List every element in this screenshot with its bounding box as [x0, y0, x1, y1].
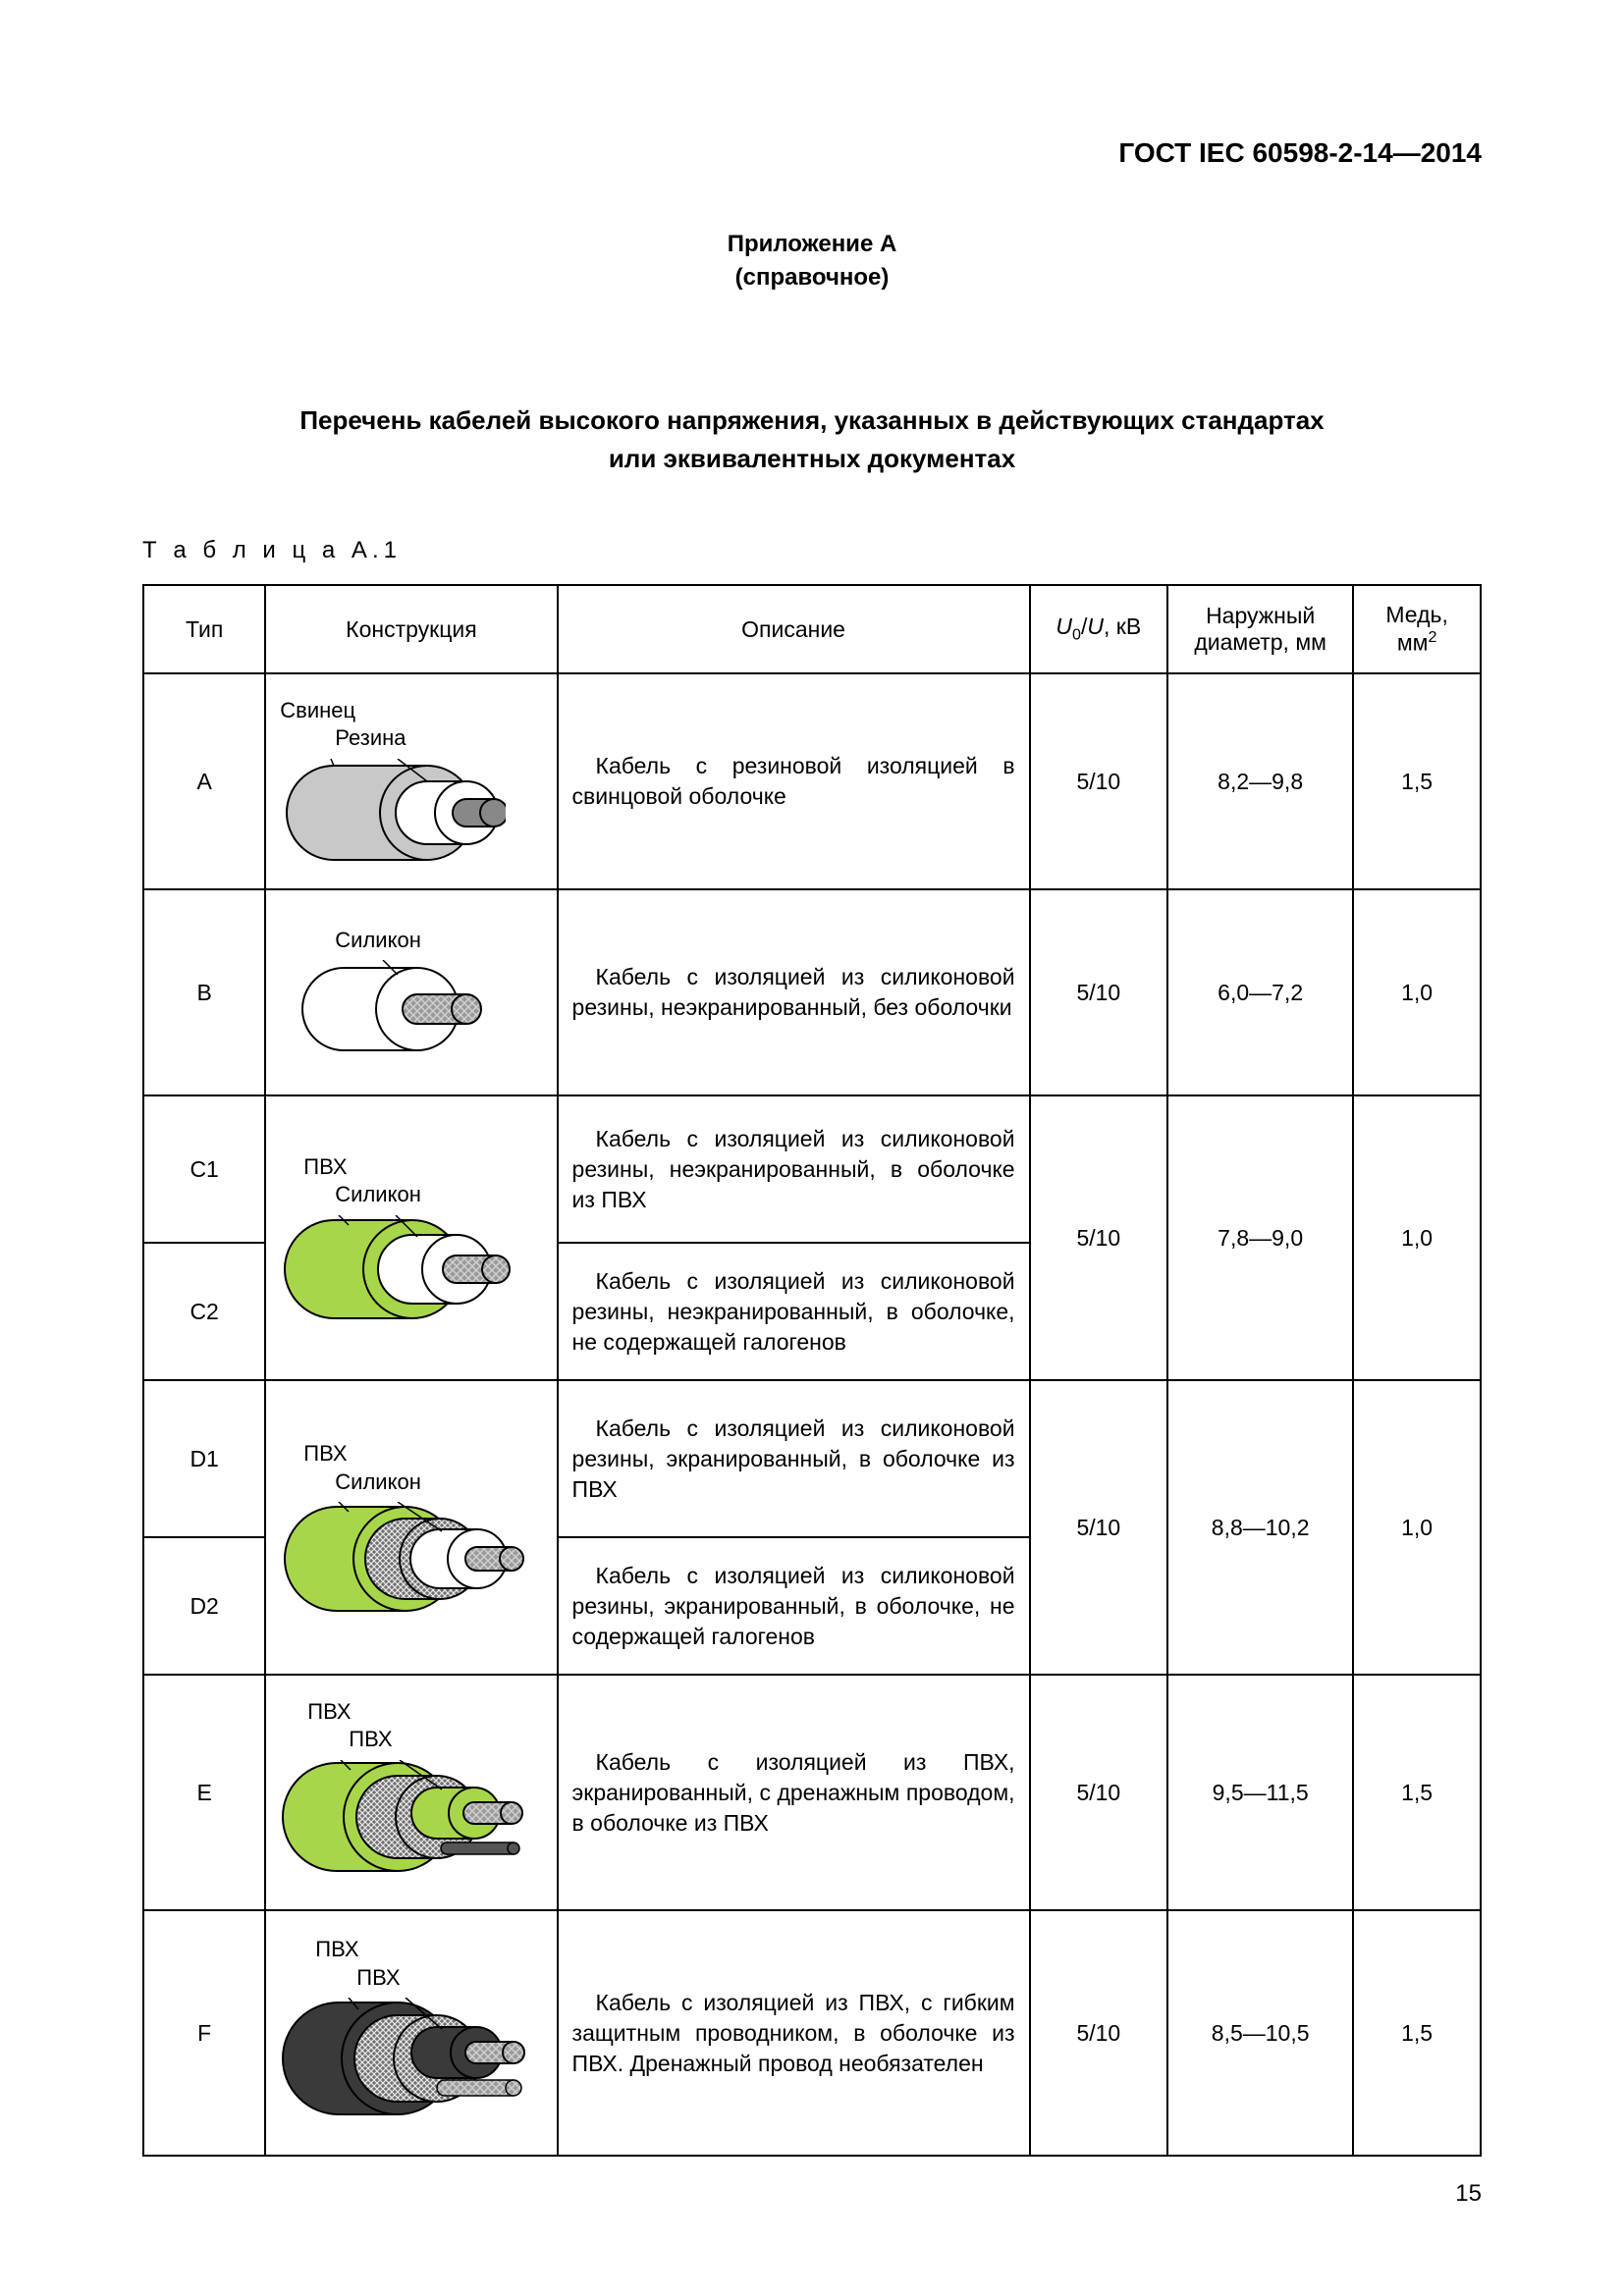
cell-copper-E: 1,5 — [1353, 1675, 1481, 1910]
main-title-line1: Перечень кабелей высокого напряжения, ук… — [299, 405, 1324, 435]
main-title-line2: или эквивалентных документах — [609, 444, 1015, 473]
cell-type-D1: D1 — [143, 1380, 265, 1537]
cell-diameter-B: 6,0—7,2 — [1167, 889, 1353, 1095]
label-silicone: Силикон — [280, 1182, 421, 1206]
cell-type-B: B — [143, 889, 265, 1095]
cell-type-C2: C2 — [143, 1243, 265, 1380]
cell-construction-B: Силикон — [265, 889, 557, 1095]
copper-prefix: Медь, мм — [1385, 602, 1448, 656]
label-pvc: ПВХ — [280, 1154, 347, 1179]
header-voltage: U0/U, кВ — [1030, 585, 1168, 673]
cell-construction-E: ПВХ ПВХ — [265, 1675, 557, 1910]
cell-type-E: E — [143, 1675, 265, 1910]
cell-voltage-C: 5/10 — [1030, 1095, 1168, 1380]
main-title: Перечень кабелей высокого напряжения, ук… — [142, 401, 1482, 478]
cell-voltage-A: 5/10 — [1030, 673, 1168, 889]
header-type: Тип — [143, 585, 265, 673]
cell-diameter-A: 8,2—9,8 — [1167, 673, 1353, 889]
table-caption: Т а б л и ц а А.1 — [142, 537, 1482, 564]
header-diameter: Наружный диаметр, мм — [1167, 585, 1353, 673]
cell-copper-A: 1,5 — [1353, 673, 1481, 889]
table-header-row: Тип Конструкция Описание U0/U, кВ Наружн… — [143, 585, 1481, 673]
table-row: A Свинец Резина — [143, 673, 1481, 889]
cell-type-C1: C1 — [143, 1095, 265, 1243]
header-construction: Конструкция — [265, 585, 557, 673]
copper-sup: 2 — [1428, 628, 1436, 646]
voltage-unit: , кВ — [1104, 614, 1141, 639]
label-lead: Свинец — [280, 698, 355, 722]
cable-diagram-E — [280, 1760, 525, 1888]
label-pvc-outer: ПВХ — [280, 1699, 351, 1724]
table-row: D1 ПВХ Силикон — [143, 1380, 1481, 1537]
voltage-u: U — [1056, 614, 1072, 639]
cell-desc-C2: Кабель с изоляцией из силиконовой резины… — [558, 1243, 1030, 1380]
voltage-sub: 0 — [1072, 626, 1081, 644]
appendix-heading: Приложение А (справочное) — [142, 228, 1482, 294]
cell-desc-C1: Кабель с изоляцией из силиконовой резины… — [558, 1095, 1030, 1243]
cell-desc-D1: Кабель с изоляцией из силиконовой резины… — [558, 1380, 1030, 1537]
label-pvc-outer: ПВХ — [280, 1937, 358, 1961]
cable-diagram-F — [280, 1998, 525, 2130]
cell-voltage-B: 5/10 — [1030, 889, 1168, 1095]
table-row: B Силикон — [143, 889, 1481, 1095]
cell-desc-B: Кабель с изоляцией из силиконовой резины… — [558, 889, 1030, 1095]
cell-voltage-E: 5/10 — [1030, 1675, 1168, 1910]
label-pvc-inner: ПВХ — [280, 1965, 400, 1990]
cell-diameter-C: 7,8—9,0 — [1167, 1095, 1353, 1380]
cell-copper-F: 1,5 — [1353, 1910, 1481, 2156]
cell-construction-D: ПВХ Силикон — [265, 1380, 557, 1675]
cell-construction-C: ПВХ Силикон — [265, 1095, 557, 1380]
appendix-subtitle: (справочное) — [735, 264, 890, 291]
label-silicone: Силикон — [280, 928, 421, 952]
cell-voltage-D: 5/10 — [1030, 1380, 1168, 1675]
label-silicone: Силикон — [280, 1469, 421, 1494]
cable-diagram-C — [280, 1215, 515, 1323]
cell-desc-D2: Кабель с изоляцией из силиконовой резины… — [558, 1537, 1030, 1675]
cell-desc-A: Кабель с резиновой изоляцией в свинцовой… — [558, 673, 1030, 889]
cell-diameter-F: 8,5—10,5 — [1167, 1910, 1353, 2156]
cell-type-A: A — [143, 673, 265, 889]
cable-diagram-B — [280, 960, 496, 1058]
label-pvc: ПВХ — [280, 1441, 347, 1466]
document-id: ГОСТ IEC 60598-2-14—2014 — [142, 137, 1482, 169]
cell-diameter-E: 9,5—11,5 — [1167, 1675, 1353, 1910]
table-row: F ПВХ ПВХ — [143, 1910, 1481, 2156]
cell-construction-F: ПВХ ПВХ — [265, 1910, 557, 2156]
table-row: E ПВХ ПВХ — [143, 1675, 1481, 1910]
cell-copper-D: 1,0 — [1353, 1380, 1481, 1675]
header-description: Описание — [558, 585, 1030, 673]
cable-diagram-A — [280, 759, 506, 867]
cable-diagram-D — [280, 1502, 525, 1615]
cell-type-F: F — [143, 1910, 265, 2156]
cell-desc-F: Кабель с изоляцией из ПВХ, с гибким защи… — [558, 1910, 1030, 2156]
label-rubber: Резина — [280, 725, 406, 750]
cell-voltage-F: 5/10 — [1030, 1910, 1168, 2156]
cable-table: Тип Конструкция Описание U0/U, кВ Наружн… — [142, 584, 1482, 2157]
page-number: 15 — [1455, 2180, 1482, 2208]
cell-copper-C: 1,0 — [1353, 1095, 1481, 1380]
cell-desc-E: Кабель с изоляцией из ПВХ, экранированны… — [558, 1675, 1030, 1910]
table-row: C1 ПВХ Силикон — [143, 1095, 1481, 1243]
cell-copper-B: 1,0 — [1353, 889, 1481, 1095]
cell-diameter-D: 8,8—10,2 — [1167, 1380, 1353, 1675]
cell-construction-A: Свинец Резина — [265, 673, 557, 889]
label-pvc-inner: ПВХ — [280, 1727, 392, 1751]
header-copper: Медь, мм2 — [1353, 585, 1481, 673]
cell-type-D2: D2 — [143, 1537, 265, 1675]
appendix-title: Приложение А — [728, 231, 897, 257]
voltage-u2: U — [1087, 614, 1104, 639]
